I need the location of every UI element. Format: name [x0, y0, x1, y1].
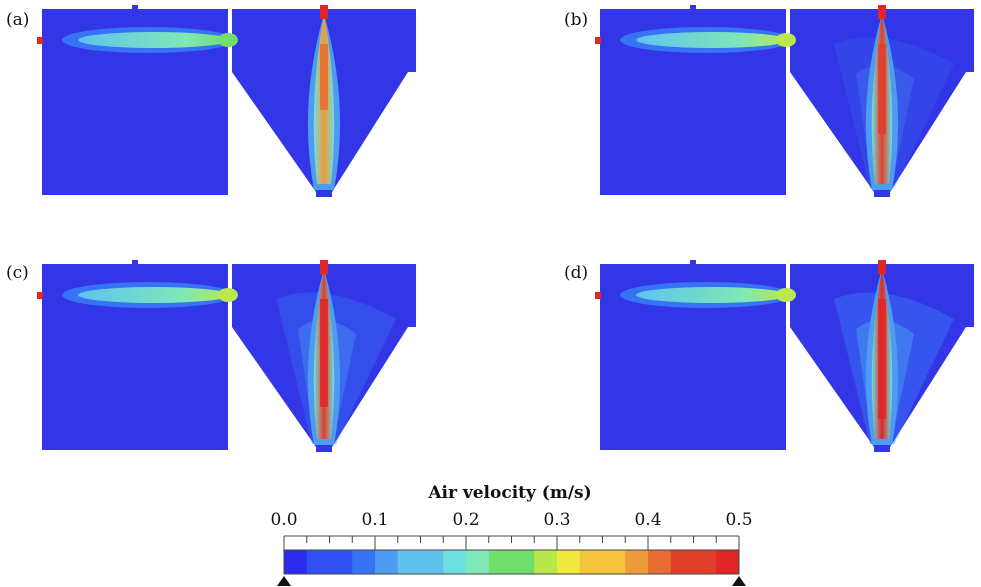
colorbar-segment — [352, 550, 376, 574]
max-arrow-icon — [732, 576, 746, 586]
colorbar-segment — [716, 550, 740, 574]
tick-label: 0.1 — [361, 510, 389, 530]
top-port — [690, 260, 696, 265]
side-inlet — [595, 37, 601, 44]
panel-b: (b) — [558, 0, 978, 220]
colorbar-segment — [420, 550, 444, 574]
flow-field — [37, 260, 416, 452]
jet-core — [636, 32, 788, 48]
side-inlet — [595, 292, 601, 299]
colorbar-segment — [488, 550, 512, 574]
colorbar-segment — [625, 550, 649, 574]
colorbar-segment — [511, 550, 535, 574]
top-inlet — [878, 260, 886, 274]
panel-c: (c) — [0, 255, 490, 475]
top-inlet — [320, 260, 328, 274]
tick-label: 0.3 — [543, 510, 571, 530]
top-inlet — [878, 5, 886, 19]
colorbar-segment — [579, 550, 603, 574]
velocity-legend: Air velocity (m/s) 0.0 0.1 0.2 0.3 0.4 0… — [250, 480, 770, 587]
colorbar-segment — [557, 550, 581, 574]
panel-a: (a) — [0, 0, 490, 220]
colorbar-segment — [602, 550, 626, 574]
colorbar-segment — [329, 550, 353, 574]
panel-d: (d) — [558, 255, 978, 475]
panel-label: (b) — [564, 10, 589, 30]
top-inlet — [320, 5, 328, 19]
flow-field — [37, 5, 416, 197]
colorbar-segment — [284, 550, 308, 574]
jet-exit — [776, 288, 796, 302]
panel-label: (d) — [564, 263, 589, 283]
colorbar-segment — [670, 550, 694, 574]
tick-label: 0.4 — [634, 510, 662, 530]
jet-core — [636, 287, 788, 303]
plume-peak — [320, 299, 328, 407]
jet-exit — [218, 33, 238, 47]
colorbar-segment — [648, 550, 672, 574]
jet-exit — [218, 288, 238, 302]
colorbar-segment — [693, 550, 717, 574]
colorbar — [277, 535, 746, 586]
jet-exit — [776, 33, 796, 47]
colorbar-segment — [534, 550, 558, 574]
colorbar-frame — [283, 549, 740, 575]
jet-core — [78, 287, 230, 303]
tick-label: 0.2 — [452, 510, 480, 530]
tick-label: 0.5 — [725, 510, 753, 530]
side-inlet — [37, 37, 43, 44]
jet-core — [78, 32, 230, 48]
colorbar-segment — [306, 550, 330, 574]
panel-label: (a) — [6, 10, 30, 30]
tick-label: 0.0 — [270, 510, 298, 530]
colorbar-segment — [375, 550, 399, 574]
flow-field — [595, 5, 974, 197]
top-port — [132, 5, 138, 10]
side-inlet — [37, 292, 43, 299]
colorbar-segment — [466, 550, 490, 574]
plume-peak — [320, 44, 328, 110]
colorbar-segment — [443, 550, 467, 574]
top-port — [132, 260, 138, 265]
legend-title: Air velocity (m/s) — [428, 483, 592, 503]
min-arrow-icon — [277, 576, 291, 586]
flow-field — [595, 260, 974, 452]
plume-peak — [878, 44, 886, 134]
colorbar-segment — [397, 550, 421, 574]
panel-label: (c) — [6, 263, 29, 283]
top-port — [690, 5, 696, 10]
plume-peak — [878, 299, 886, 419]
